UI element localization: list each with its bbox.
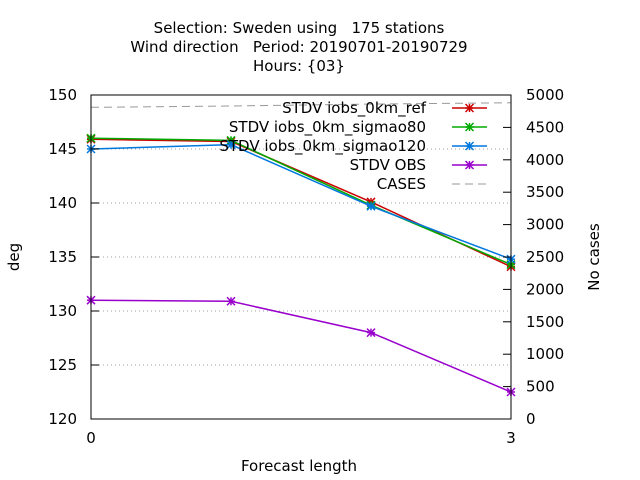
y2-tick-label: 2500 (526, 248, 564, 266)
y2-tick-label: 500 (526, 378, 555, 396)
data-point (226, 296, 236, 306)
y-tick-label: 150 (48, 86, 77, 104)
legend-label: CASES (377, 175, 426, 193)
legend-label: STDV iobs_0km_sigmao80 (229, 118, 426, 137)
y2-tick-label: 4500 (526, 118, 564, 136)
y2-axis-label: No cases (585, 223, 603, 291)
series-stdv-iobs-0km-sigmao120 (86, 140, 516, 264)
series-line (90, 299, 512, 393)
y-tick-label: 140 (48, 194, 77, 212)
data-point (366, 328, 376, 338)
series-line (90, 143, 512, 260)
legend-entry: STDV OBS (350, 156, 487, 174)
data-point (366, 201, 376, 211)
y-axis-label: deg (5, 243, 23, 271)
series-cases (90, 102, 512, 108)
legend-marker (464, 160, 475, 170)
legend-label: STDV iobs_0km_ref (282, 99, 427, 118)
y2-tick-label: 1500 (526, 313, 564, 331)
y-tick-label: 145 (48, 140, 77, 158)
legend-entry: STDV iobs_0km_ref (282, 99, 487, 118)
y-tick-label: 120 (48, 410, 77, 428)
legend-marker (464, 103, 475, 113)
x-tick-label: 3 (506, 429, 516, 447)
y2-tick-label: 2000 (526, 280, 564, 298)
grid (91, 148, 511, 366)
legend-label: STDV OBS (350, 156, 426, 174)
chart-title: Selection: Sweden using 175 stations Win… (130, 19, 467, 75)
title-line-1: Selection: Sweden using 175 stations (154, 19, 445, 37)
legend-marker (464, 122, 475, 132)
y2-tick-label: 1000 (526, 345, 564, 363)
legend-entry: STDV iobs_0km_sigmao120 (219, 137, 487, 156)
y2-tick-label: 3000 (526, 216, 564, 234)
y-tick-label: 135 (48, 248, 77, 266)
y2-tick-label: 5000 (526, 86, 564, 104)
x-tick-label: 0 (86, 429, 96, 447)
x-axis-label: Forecast length (241, 457, 357, 475)
ticks: 1201251301351401451500500100015002000250… (48, 86, 564, 447)
y2-tick-label: 0 (526, 410, 536, 428)
legend-entry: STDV iobs_0km_sigmao80 (229, 118, 487, 137)
y-tick-label: 125 (48, 356, 77, 374)
y-tick-label: 130 (48, 302, 77, 320)
legend-label: STDV iobs_0km_sigmao120 (219, 137, 426, 156)
title-line-2: Wind direction Period: 20190701-20190729 (130, 38, 467, 56)
series-line (90, 102, 512, 108)
data-point (226, 140, 236, 150)
y2-tick-label: 4000 (526, 151, 564, 169)
y2-tick-label: 3500 (526, 183, 564, 201)
title-line-3: Hours: {03} (253, 57, 345, 75)
legend-marker (464, 141, 475, 151)
series-line (90, 137, 512, 266)
legend-entry: CASES (377, 175, 487, 193)
